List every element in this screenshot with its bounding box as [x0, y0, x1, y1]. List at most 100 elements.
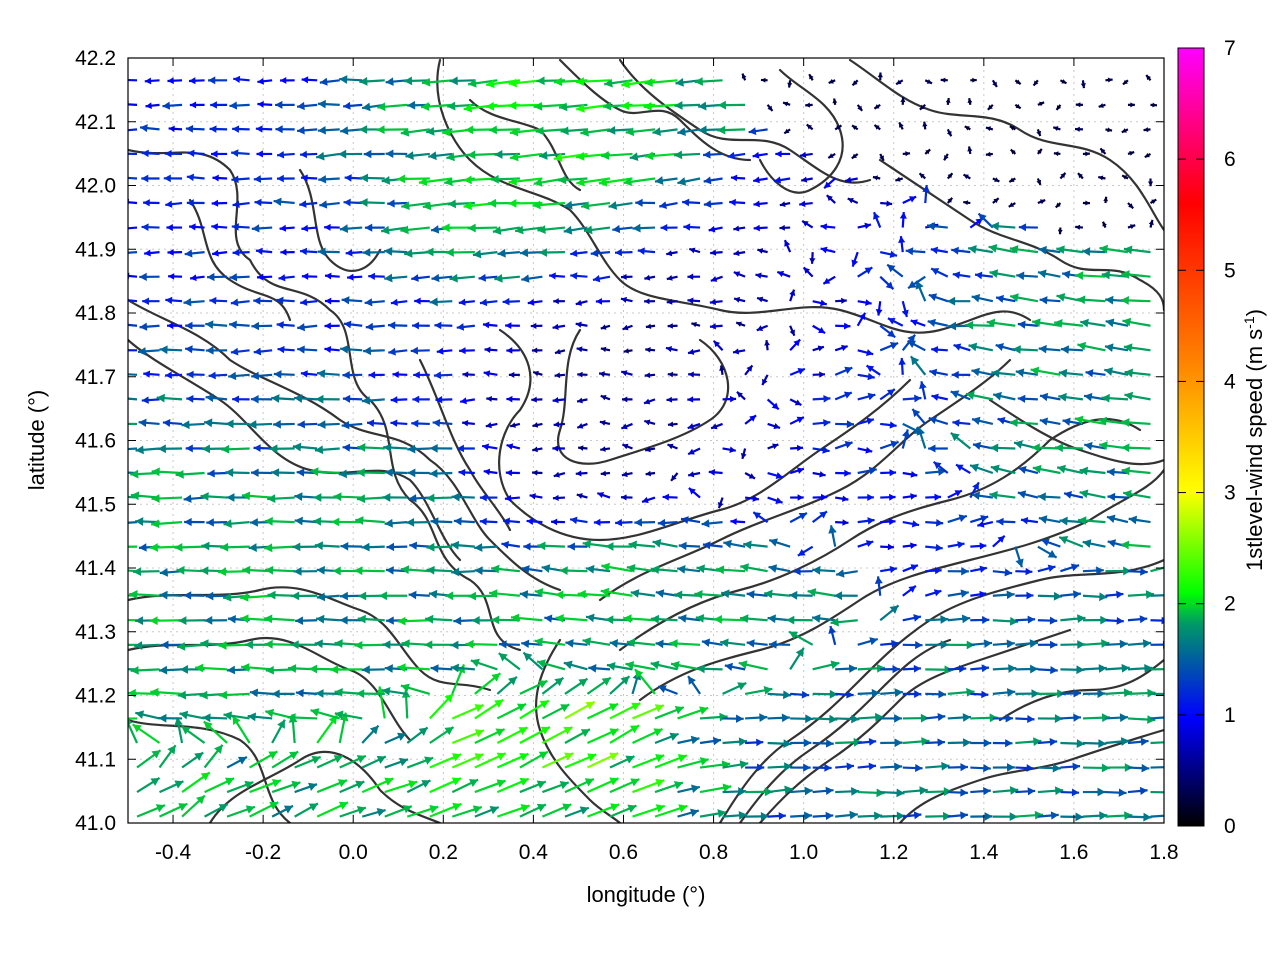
wind-vector — [950, 432, 972, 450]
wind-vector — [519, 803, 547, 818]
wind-vector — [851, 124, 859, 131]
wind-vector — [176, 641, 205, 651]
wind-vector — [880, 469, 897, 477]
wind-vector — [247, 712, 273, 722]
wind-vector — [694, 589, 723, 599]
wind-vector — [128, 251, 138, 254]
wind-vector — [554, 348, 566, 355]
wind-vector — [969, 463, 994, 475]
y-tick-label: 41.7 — [75, 366, 116, 389]
wind-vector — [575, 470, 588, 477]
wind-vector — [184, 345, 205, 354]
wind-vector — [339, 224, 363, 234]
wind-vector — [128, 100, 138, 108]
wind-vector — [1074, 126, 1083, 132]
wind-vector — [421, 77, 453, 87]
wind-vector — [552, 445, 565, 452]
wind-vector — [925, 543, 943, 552]
wind-vector — [1077, 341, 1106, 352]
wind-vector — [1105, 127, 1113, 133]
wind-vector — [677, 177, 701, 186]
wind-vector — [250, 468, 273, 477]
wind-vector — [857, 688, 880, 698]
wind-vector — [902, 690, 922, 698]
wind-vector — [1123, 343, 1151, 353]
wind-vector — [407, 468, 430, 478]
wind-vector — [918, 172, 927, 180]
wind-vector — [588, 664, 611, 673]
wind-vector — [928, 416, 949, 425]
wind-vector — [990, 221, 1016, 231]
wind-vector — [790, 738, 812, 748]
wind-vector — [1082, 615, 1109, 625]
wind-vector — [1015, 639, 1039, 648]
wind-vector — [643, 102, 678, 111]
wind-vector — [675, 78, 701, 87]
wind-vector — [290, 640, 318, 650]
wind-vector — [928, 444, 948, 453]
wind-vector — [886, 263, 904, 278]
wind-vector — [411, 274, 430, 282]
wind-vector — [343, 320, 363, 329]
wind-vector — [576, 346, 588, 353]
wind-vector — [667, 443, 678, 450]
wind-vector — [593, 518, 610, 526]
wind-vector — [176, 565, 205, 575]
wind-vector — [688, 487, 701, 499]
wind-vector — [139, 272, 160, 281]
wind-vector — [276, 174, 295, 183]
wind-vector — [902, 520, 920, 528]
wind-vector — [397, 663, 430, 673]
wind-vector — [925, 518, 944, 527]
wind-vector — [708, 225, 723, 233]
wind-vector — [128, 226, 138, 232]
contour-line — [557, 328, 730, 465]
wind-vector — [963, 200, 971, 206]
wind-vector — [1056, 245, 1084, 255]
wind-vector — [947, 514, 968, 524]
wind-vector — [962, 173, 971, 180]
wind-vector — [790, 763, 811, 772]
wind-vector — [847, 197, 859, 205]
wind-vector — [160, 640, 183, 650]
wind-vector — [985, 151, 993, 157]
wind-vector — [343, 101, 363, 110]
wind-vector — [185, 321, 205, 330]
wind-vector — [359, 198, 385, 207]
wind-vector — [766, 398, 780, 411]
wind-vector — [606, 662, 633, 671]
wind-vector — [1105, 590, 1124, 599]
wind-vector — [612, 224, 633, 234]
wind-vector — [159, 780, 184, 794]
wind-vector — [287, 713, 318, 722]
wind-vector — [1082, 247, 1106, 256]
wind-vector — [682, 198, 701, 207]
wind-vector — [902, 195, 917, 205]
wind-vector — [496, 777, 530, 794]
wind-vector — [970, 542, 987, 550]
wind-vector — [1150, 594, 1164, 597]
colorbar-tick-label: 5 — [1224, 259, 1236, 282]
wind-vector — [835, 690, 854, 699]
wind-vector — [1037, 738, 1058, 746]
wind-vector — [128, 643, 138, 647]
wind-vector — [200, 492, 228, 501]
wind-vector — [521, 274, 543, 283]
wind-vector — [387, 321, 408, 330]
wind-vector — [947, 541, 965, 549]
wind-vector — [165, 200, 183, 208]
wind-vector — [157, 444, 183, 454]
wind-vector — [508, 101, 543, 110]
wind-vector — [677, 735, 700, 745]
wind-vector — [472, 249, 498, 259]
wind-vector — [474, 779, 506, 794]
wind-vector — [356, 689, 385, 699]
wind-vector — [1032, 79, 1039, 87]
wind-vector — [1143, 127, 1151, 133]
wind-vector — [1121, 174, 1129, 180]
wind-vector — [577, 371, 588, 378]
wind-vector — [297, 345, 318, 354]
wind-vector — [293, 566, 318, 576]
x-tick-label: 1.8 — [1149, 841, 1178, 864]
wind-vector — [498, 652, 521, 671]
